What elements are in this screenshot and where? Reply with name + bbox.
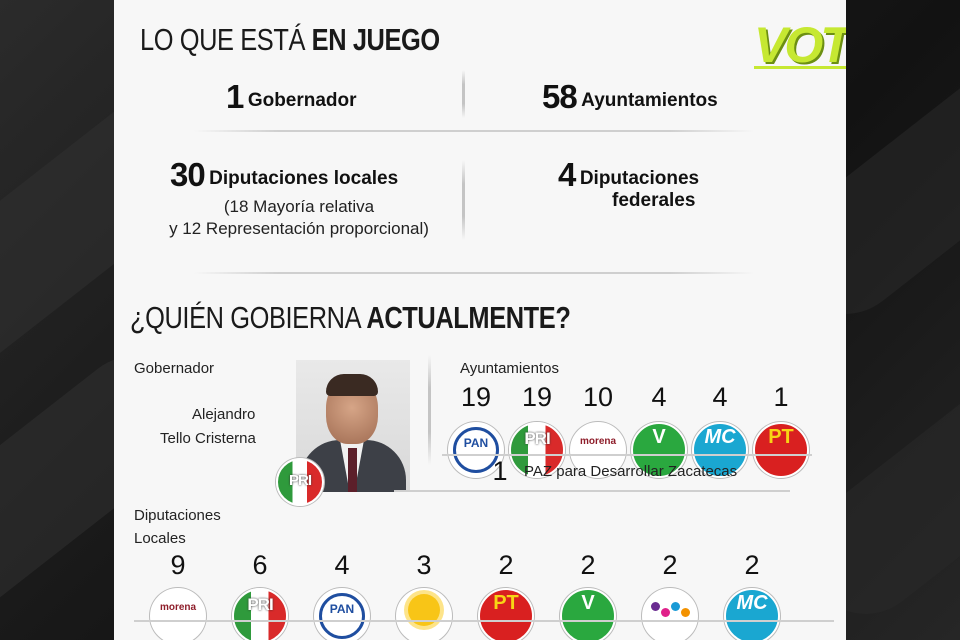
party-text: MC (704, 426, 736, 448)
diputaciones-label: Locales (134, 530, 186, 547)
stat-label: Diputaciones (579, 168, 700, 189)
party-text: PAN (463, 436, 489, 450)
stat-number: 58 (542, 78, 578, 115)
stat-number: 30 (170, 156, 206, 193)
stat-label: federales (612, 190, 696, 211)
voto-text: VOTO (754, 17, 846, 73)
seat-count: 2 (662, 550, 678, 580)
logo-dot (651, 602, 660, 611)
party-text: PT (768, 426, 794, 448)
logo-underline (754, 66, 846, 69)
party-text: PRI (288, 472, 312, 489)
section-title-en-juego: LO QUE ESTÁ EN JUEGO (140, 22, 440, 58)
logo-dot (671, 602, 680, 611)
verde-logo-icon: V (560, 588, 616, 640)
stat-label: Gobernador (247, 90, 357, 111)
ayuntamientos-extra-count: 1 (492, 456, 508, 486)
stat-label: Diputaciones locales (209, 168, 399, 189)
divider-vertical (462, 160, 465, 240)
morena-logo-icon: morena (150, 588, 206, 640)
ayuntamientos-extra-label: PAZ para Desarrollar Zacatecas (524, 463, 738, 480)
stat-ayuntamientos: 58 Ayuntamientos (542, 78, 718, 116)
stat-diputaciones-locales: 30 Diputaciones locales (170, 156, 398, 194)
seat-count: 4 (651, 382, 667, 412)
verde-logo-icon: V (631, 422, 687, 478)
title-bold: ACTUALMENTE? (366, 300, 571, 335)
logo-dot (681, 608, 690, 617)
seat-count: 2 (498, 550, 514, 580)
seat-count: 19 (460, 382, 492, 412)
seat-count: 6 (252, 550, 268, 580)
prd-logo-icon (396, 588, 452, 640)
party-text: V (581, 592, 595, 614)
logo-ring (319, 593, 365, 639)
seat-count: 1 (773, 382, 789, 412)
seat-count: 3 (416, 550, 432, 580)
party-text: morena (579, 436, 617, 447)
seat-count: 4 (334, 550, 350, 580)
stat-diputaciones-federales-line2: federales (612, 190, 695, 212)
infographic-sheet: LO QUE ESTÁ EN JUEGO VOTO21 1 Gobernador… (114, 0, 846, 640)
divider-horizontal (194, 272, 754, 274)
mc-logo-icon: MC (692, 422, 748, 478)
party-text: MC (736, 592, 768, 614)
stat-label: Ayuntamientos (581, 90, 718, 111)
divider-horizontal (194, 130, 754, 132)
party-text: PAN (329, 602, 355, 616)
stat-diputaciones-federales: 4 Diputaciones (558, 156, 699, 194)
gobernador-label: Gobernador (134, 360, 215, 377)
gobernador-photo (296, 360, 410, 492)
party-text: V (652, 426, 666, 448)
party-text: PRI (524, 429, 550, 448)
row-divider (442, 454, 812, 456)
seat-count: 2 (744, 550, 760, 580)
row-divider (134, 620, 834, 622)
logo-ring (453, 427, 499, 473)
seat-count: 9 (170, 550, 186, 580)
morena-logo-icon: morena (570, 422, 626, 478)
voto21-logo: VOTO21 (754, 16, 846, 73)
stat-gobernador: 1 Gobernador (226, 78, 357, 116)
pan-logo-icon: PAN (448, 422, 504, 478)
photo-hair (326, 374, 378, 396)
party-text: PT (493, 592, 519, 614)
seat-count: 4 (712, 382, 728, 412)
pri-logo-icon: PRI (276, 458, 324, 506)
seat-count: 2 (580, 550, 596, 580)
stat-number: 4 (558, 156, 576, 193)
pt-logo-icon: PT (478, 588, 534, 640)
gobernador-name-last: Tello Cristerna (160, 430, 256, 447)
detail-line: y 12 Representación proporcional) (169, 219, 429, 238)
title-light: LO QUE ESTÁ (140, 22, 306, 57)
pan-logo-icon: PAN (314, 588, 370, 640)
gobernador-name-first: Alejandro (192, 406, 256, 423)
section-title-actual: ¿QUIÉN GOBIERNA ACTUALMENTE? (130, 300, 571, 336)
title-light: ¿QUIÉN GOBIERNA (130, 300, 360, 335)
pes-logo-icon (642, 588, 698, 640)
detail-line: (18 Mayoría relativa (223, 197, 375, 216)
pt-logo-icon: PT (753, 422, 809, 478)
ayuntamientos-label: Ayuntamientos (460, 360, 559, 377)
seat-count: 10 (582, 382, 614, 412)
mc-logo-icon: MC (724, 588, 780, 640)
divider-vertical (462, 70, 465, 118)
row-divider (394, 490, 790, 492)
party-text: morena (159, 602, 197, 613)
pri-logo-icon: PRI (232, 588, 288, 640)
logo-dot (661, 608, 670, 617)
stat-number: 1 (226, 78, 244, 115)
seat-count: 19 (521, 382, 553, 412)
photo-tie (348, 448, 357, 492)
divider-vertical (428, 355, 431, 465)
diputaciones-label: Diputaciones (134, 507, 221, 524)
party-text: PRI (247, 595, 273, 614)
title-bold: EN JUEGO (311, 22, 441, 57)
pri-logo-icon: PRI (509, 422, 565, 478)
stat-diputaciones-locales-detail: (18 Mayoría relativa y 12 Representación… (134, 196, 464, 240)
